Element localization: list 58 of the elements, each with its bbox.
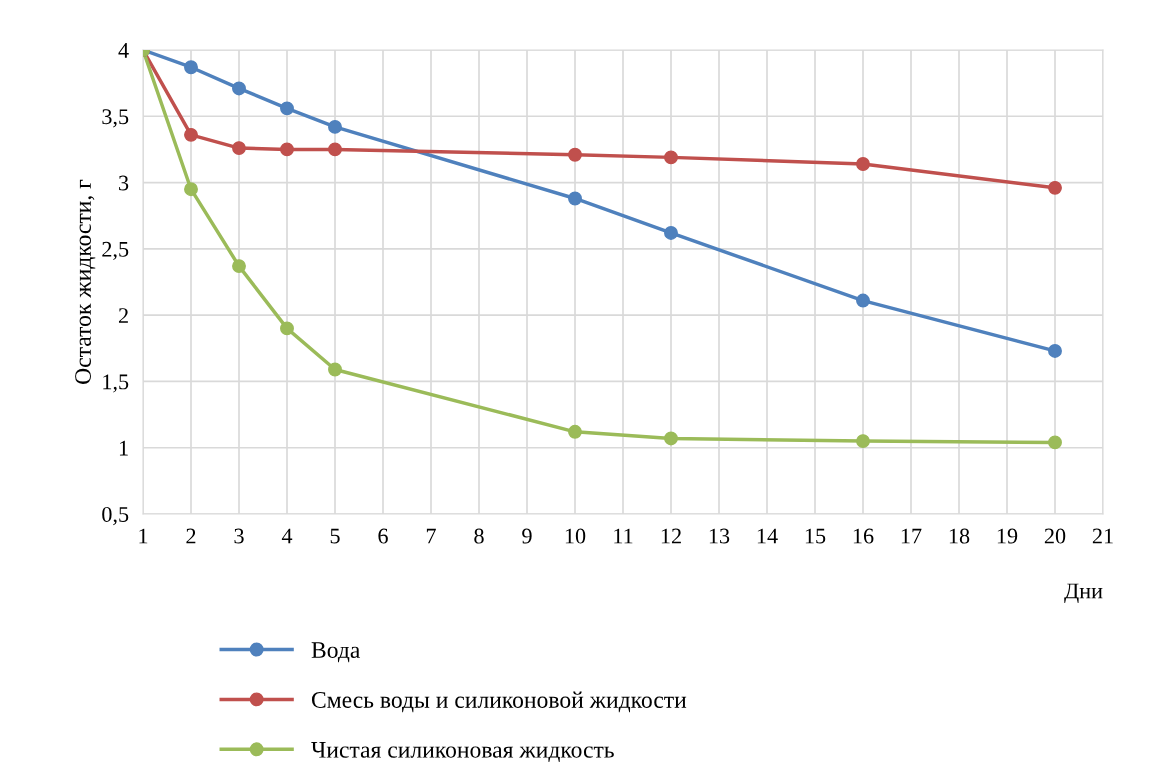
- y-tick-label: 3: [119, 175, 129, 191]
- x-tick-label: 19: [997, 528, 1018, 544]
- y-tick-label: 0,5: [102, 506, 129, 526]
- x-axis-title: Дни: [1064, 583, 1103, 603]
- point: [184, 60, 198, 75]
- point: [328, 119, 342, 134]
- x-tick-label: 6: [378, 528, 388, 544]
- x-tick-label: 12: [661, 528, 681, 544]
- x-tick-label: 8: [474, 528, 484, 544]
- y-axis-title: Остаток жидкости, г: [75, 179, 96, 384]
- point: [232, 259, 246, 274]
- point: [856, 293, 870, 308]
- legend-label: Вода: [311, 642, 361, 663]
- point: [184, 127, 198, 142]
- y-tick-label: 3,5: [102, 109, 129, 128]
- legend-label: Смесь воды и силиконовой жидкости: [311, 691, 687, 713]
- x-tick-label: 17: [901, 528, 922, 544]
- point: [280, 142, 294, 157]
- x-tick-label: 16: [853, 528, 874, 544]
- x-tick-label: 20: [1044, 528, 1066, 544]
- point: [184, 182, 198, 197]
- point: [856, 157, 870, 171]
- x-tick-label: 14: [757, 528, 778, 544]
- x-tick-label: 10: [565, 528, 586, 544]
- point: [232, 81, 246, 96]
- point: [568, 147, 582, 162]
- point: [280, 321, 294, 336]
- point: [1048, 180, 1062, 195]
- x-tick-label: 2: [186, 528, 196, 544]
- x-tick-label: 9: [522, 528, 532, 544]
- point: [232, 141, 246, 156]
- y-tick-label: 4: [118, 43, 129, 58]
- y-tick-label: 2,5: [102, 241, 129, 260]
- x-tick-label: 7: [426, 528, 436, 544]
- y-tick-label: 1,5: [103, 374, 129, 393]
- point: [664, 150, 678, 165]
- x-tick-label: 1: [139, 528, 148, 544]
- point: [568, 424, 582, 439]
- x-tick-label: 13: [709, 528, 730, 544]
- point: [280, 101, 294, 116]
- legend-label: Чистая силиконовая жидкость: [311, 742, 614, 763]
- point: [568, 191, 582, 206]
- y-tick-label: 1: [119, 440, 128, 456]
- x-tick-label: 11: [614, 528, 633, 544]
- point: [328, 362, 342, 377]
- point: [856, 434, 870, 449]
- x-tick-label: 3: [234, 528, 244, 544]
- x-tick-label: 4: [281, 528, 293, 544]
- x-tick-label: 15: [805, 528, 826, 544]
- point: [328, 142, 342, 157]
- point: [664, 431, 678, 446]
- x-tick-label: 18: [949, 528, 970, 544]
- point: [664, 226, 678, 240]
- x-tick-label: 21: [1092, 528, 1113, 544]
- x-tick-label: 5: [330, 528, 340, 544]
- y-tick-label: 2: [118, 308, 128, 323]
- point: [1048, 435, 1062, 450]
- point: [1048, 343, 1062, 358]
